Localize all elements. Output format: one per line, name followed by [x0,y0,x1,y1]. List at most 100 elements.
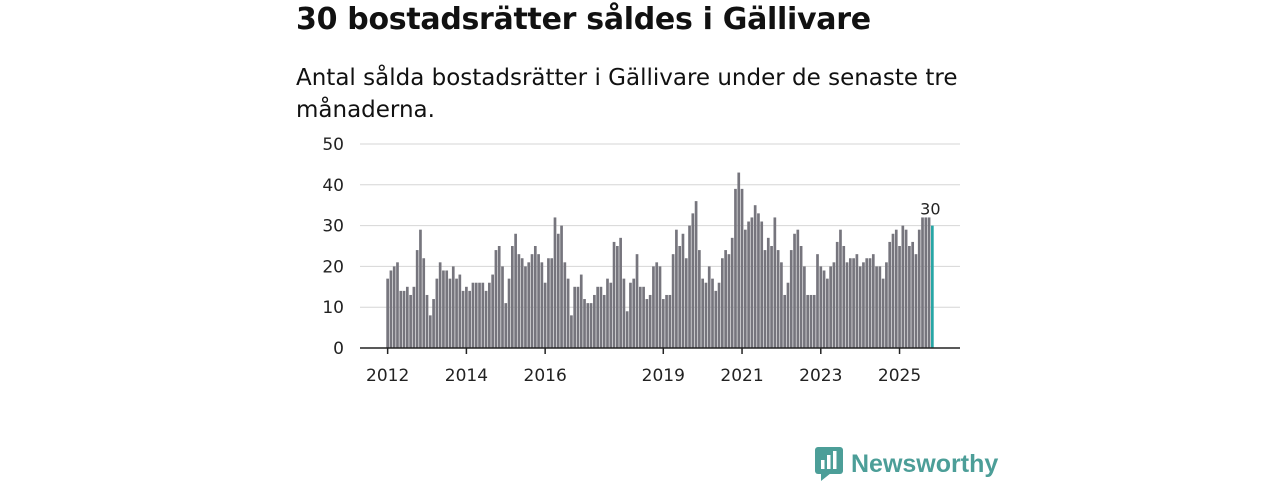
bar [468,290,472,348]
bar [734,188,737,348]
bar [458,274,462,348]
bar [917,229,921,348]
bar [537,254,540,348]
bar [540,262,544,348]
bar [888,241,892,348]
bar [806,294,810,348]
bar [721,258,724,348]
x-tick-label: 2021 [720,366,763,386]
bar [478,282,481,348]
bar [474,282,478,348]
bar [560,225,563,348]
bar [448,278,452,348]
bar [632,278,636,348]
bar [419,229,422,348]
bar [455,278,458,348]
bar [691,213,695,348]
bar [399,290,403,348]
bar [402,290,406,348]
bar [868,258,872,348]
bar [855,254,859,348]
bar [609,282,613,348]
bar [425,294,429,348]
last-value-label: 30 [920,200,940,219]
x-tick-label: 2019 [642,366,685,386]
bar [507,278,511,348]
newsworthy-logo[interactable]: Newsworthy [815,447,998,481]
bars [386,172,934,348]
bar [865,258,869,348]
bar [698,250,701,348]
bar [596,286,599,348]
bar [701,278,704,348]
bar [901,225,905,348]
bar [776,250,780,348]
bar [533,246,537,348]
bar [415,250,419,348]
bar [616,246,619,348]
bar [711,278,714,348]
bar [471,282,475,348]
chart-title: 30 bostadsrätter såldes i Gällivare [296,2,871,37]
bar [717,282,721,348]
bar [527,262,531,348]
bar [409,294,412,348]
bar [501,266,504,348]
bar [848,258,852,348]
bar-highlight [931,225,934,348]
bar [875,266,878,348]
bar [491,274,494,348]
bar [803,266,806,348]
bar [652,266,655,348]
bar [908,246,911,348]
bar [442,270,445,348]
bar [727,254,731,348]
bar [829,266,832,348]
bar [822,270,826,348]
bar [517,254,521,348]
bar [573,286,577,348]
bar [494,250,498,348]
bar [586,303,590,348]
bar [566,278,570,348]
bar [675,229,678,348]
bar [766,237,770,348]
bar-chart-speech-bubble-icon [815,447,843,481]
x-tick-label: 2012 [366,366,409,386]
bar [816,254,819,348]
bar [599,286,603,348]
bar [707,266,711,348]
bar [589,303,593,348]
bar [671,254,675,348]
y-tick-label: 10 [322,298,344,318]
bar [619,237,622,348]
bar [835,241,839,348]
bar [445,270,449,348]
bar [602,294,606,348]
bar [688,225,691,348]
bar [412,286,416,348]
bar [891,233,895,348]
x-tick-label: 2023 [799,366,842,386]
bar [550,258,554,348]
bar [799,246,803,348]
bar [389,270,393,348]
bar [783,294,787,348]
y-tick-label: 40 [322,176,344,196]
bar [747,221,750,348]
y-tick-label: 50 [322,135,344,155]
x-axis-ticks: 2012 2014 2016 2019 2021 2023 2025 [366,348,921,386]
bar [606,278,609,348]
bar [773,217,777,348]
bar [714,290,718,348]
brand-name: Newsworthy [851,449,999,478]
bar [684,258,688,348]
bar [796,229,800,348]
bar [556,233,560,348]
bar [635,254,639,348]
bar [661,299,665,348]
bar [579,274,583,348]
bar [484,290,488,348]
bar [422,258,426,348]
bar [730,237,734,348]
